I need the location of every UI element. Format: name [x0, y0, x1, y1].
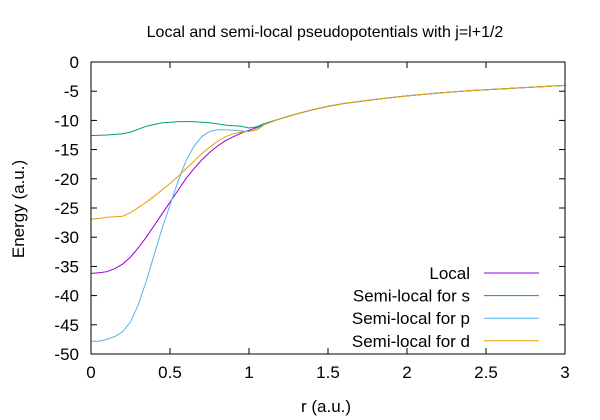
y-tick-label: -35 — [54, 257, 79, 276]
legend-label: Semi-local for p — [352, 309, 470, 328]
chart-title: Local and semi-local pseudopotentials wi… — [147, 24, 504, 41]
y-tick-label: 0 — [70, 53, 79, 72]
series-line-3 — [90, 84, 566, 220]
x-axis-label: r (a.u.) — [301, 397, 351, 416]
x-tick-label: 0.5 — [158, 363, 182, 382]
x-tick-label: 2 — [402, 363, 411, 382]
x-tick-label: 1.5 — [316, 363, 340, 382]
series-line-1 — [90, 84, 566, 137]
y-tick-label: -30 — [54, 228, 79, 247]
y-tick-label: -50 — [54, 345, 79, 364]
series-line-0 — [90, 84, 566, 274]
x-tick-label: 1 — [244, 363, 253, 382]
y-tick-label: -15 — [54, 141, 79, 160]
y-tick-label: -20 — [54, 170, 79, 189]
legend-label: Semi-local for s — [353, 287, 470, 306]
axis-ticks: 0 0.5 1 1.5 2 2.5 3 0 -5 -10 -15 -20 -25 -30 -35 -40 -45… — [54, 53, 569, 382]
legend-label: Local — [429, 264, 470, 283]
y-tick-label: -5 — [64, 82, 79, 101]
x-tick-label: 3 — [560, 363, 569, 382]
y-tick-label: -25 — [54, 199, 79, 218]
y-tick-label: -40 — [54, 287, 79, 306]
series-lines — [90, 84, 566, 342]
y-axis-label: Energy (a.u.) — [9, 160, 28, 258]
x-tick-label: 0 — [86, 363, 95, 382]
legend-label: Semi-local for d — [352, 332, 470, 351]
y-tick-label: -45 — [54, 316, 79, 335]
x-tick-label: 2.5 — [474, 363, 498, 382]
legend: Local Semi-local for s Semi-local for p Sem… — [352, 264, 539, 351]
y-tick-label: -10 — [54, 111, 79, 130]
plot-frame — [90, 61, 566, 355]
